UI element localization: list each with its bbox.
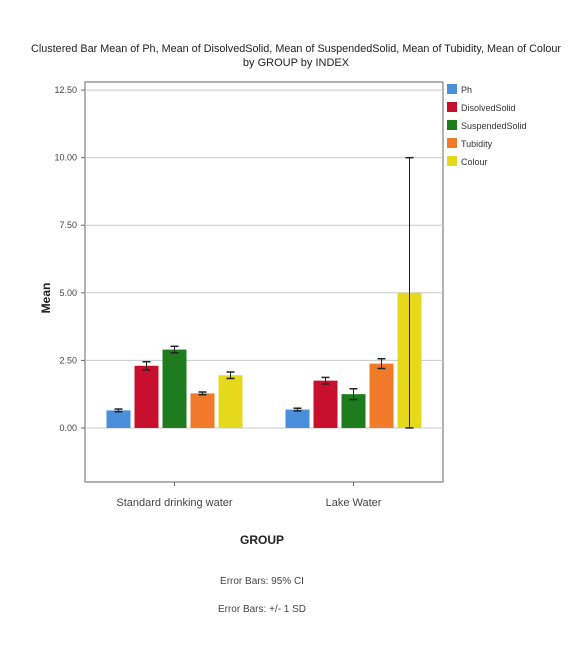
bar <box>162 349 187 428</box>
legend-label: Colour <box>461 157 488 167</box>
bar <box>285 409 310 428</box>
legend-swatch <box>447 156 457 166</box>
legend-label: Tubidity <box>461 139 493 149</box>
x-axis-categories: Standard drinking water Lake Water <box>116 482 382 509</box>
bar <box>134 365 159 428</box>
y-tick-label: 7.50 <box>59 220 77 230</box>
chart-title-line1: Clustered Bar Mean of Ph, Mean of Disolv… <box>31 43 561 55</box>
y-tick-label: 5.00 <box>59 288 77 298</box>
y-tick-label: 12.50 <box>54 85 77 95</box>
footnote-error-bars-sd: Error Bars: +/- 1 SD <box>218 604 306 615</box>
footnote-error-bars-ci: Error Bars: 95% CI <box>220 576 304 587</box>
x-category-label: Standard drinking water <box>116 497 233 509</box>
legend-label: Ph <box>461 85 472 95</box>
legend: Ph DisolvedSolid SuspendedSolid Tubidity Col… <box>447 84 527 167</box>
legend-swatch <box>447 138 457 148</box>
bar <box>190 393 215 428</box>
x-category-label: Lake Water <box>326 497 382 509</box>
bar <box>369 363 394 428</box>
gridlines <box>85 89 443 429</box>
error-bars <box>114 156 414 429</box>
y-tick-label: 0.00 <box>59 423 77 433</box>
bar <box>313 380 338 428</box>
legend-label: SuspendedSolid <box>461 121 527 131</box>
bar <box>106 410 131 428</box>
bar <box>218 375 243 428</box>
legend-swatch <box>447 84 457 94</box>
y-axis-label: Mean <box>39 283 53 314</box>
x-axis-label: GROUP <box>240 533 284 547</box>
chart-title-line2: by GROUP by INDEX <box>243 57 350 69</box>
y-tick-label: 2.50 <box>59 355 77 365</box>
legend-label: DisolvedSolid <box>461 103 516 113</box>
y-axis-ticks: 0.00 2.50 5.00 7.50 10.00 12.50 <box>54 85 85 433</box>
legend-swatch <box>447 102 457 112</box>
y-tick-label: 10.00 <box>54 153 77 163</box>
plot-area <box>84 81 444 483</box>
legend-swatch <box>447 120 457 130</box>
